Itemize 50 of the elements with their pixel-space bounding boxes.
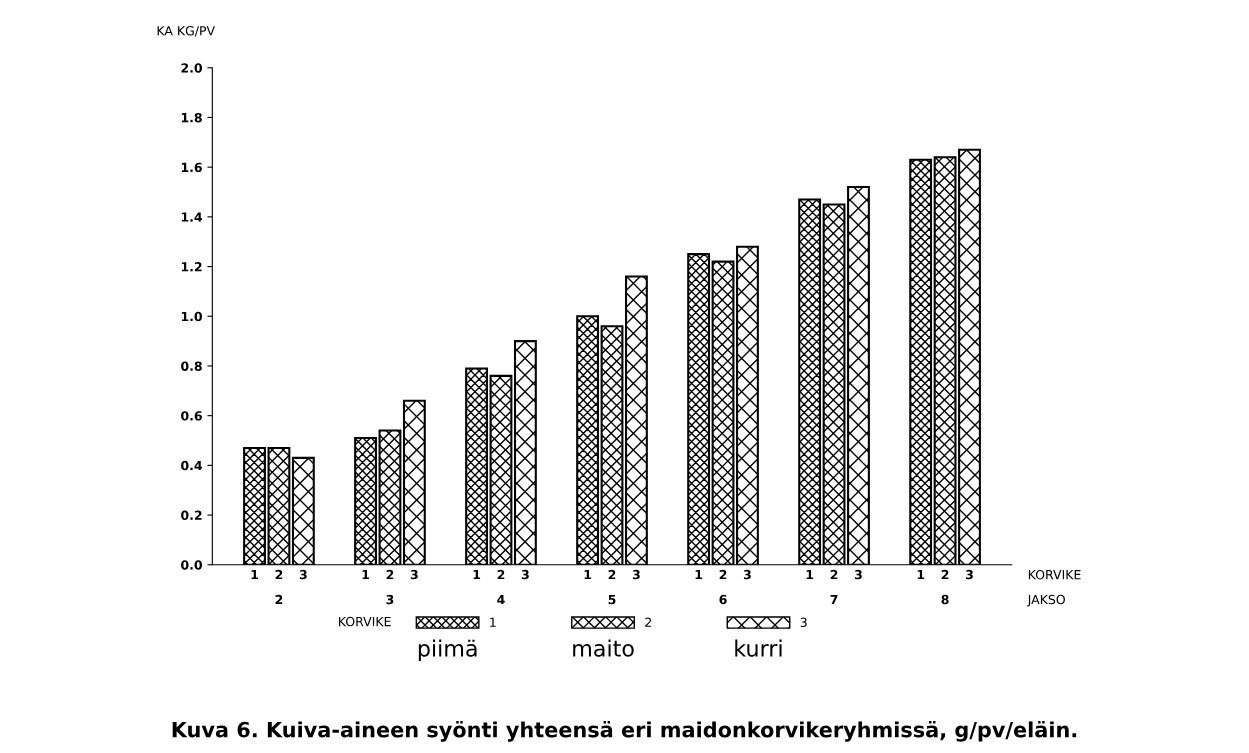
y-tick-label: 0.0 [181,560,203,570]
text: 2 [386,569,394,580]
text: maito [573,639,634,657]
legend-title: KORVIKE [339,616,391,627]
text: kurri [735,639,782,657]
text: Kuva 6. Kuiva-aineen syönti yhteensä eri maidonkorvikeryhmissä, g/pv/eläin. [172,721,1077,742]
text: 1 [473,570,481,580]
text: 1 [362,570,370,580]
x-tick-label: 6 [719,594,727,605]
category-label: 2 [275,569,283,580]
x-axis-title: JAKSO [1027,594,1065,607]
y-tick-label: 1.8 [181,112,202,123]
category-label: 3 [299,569,307,580]
category-label: 2 [830,569,838,580]
category-label: 3 [632,569,640,580]
y-axis-title: KA KG/PV [157,26,215,37]
y-tick-label: 1.0 [181,311,203,322]
y-tick-label: 1.6 [181,162,202,173]
x-tick-label: 8 [941,594,949,605]
category-label: 2 [719,569,727,580]
legend-label: 3 [800,617,807,628]
text: 1 [251,570,259,580]
category-label: 2 [497,569,505,580]
category-label: 3 [521,569,529,580]
legend-label: 2 [645,617,651,627]
y-tick-label: 0.2 [181,510,202,520]
text: piimä [418,639,477,662]
x-tick-label: 3 [386,594,394,605]
category-label: 2 [941,569,949,580]
y-tick-label: 0.6 [181,411,202,421]
category-label: 2 [608,569,616,580]
text: 3 [410,569,418,580]
text: KORVIKE [1028,569,1081,580]
category-label: 3 [965,569,973,580]
category-label: 3 [743,569,751,580]
x-tick-label: 7 [830,594,838,605]
text: 1 [806,570,814,580]
text: 1 [695,570,703,580]
legend-label: 1 [490,617,496,627]
text: 1 [584,570,592,580]
y-tick-label: 2.0 [181,63,203,73]
x-tick-label: 4 [497,594,505,605]
x-tick-label: 5 [608,594,616,605]
y-tick-label: 0.4 [181,460,203,471]
y-tick-label: 1.4 [181,212,203,222]
text: 1 [917,570,925,580]
category-label: 3 [854,569,862,580]
y-tick-label: 1.2 [181,262,202,272]
y-tick-label: 0.8 [181,361,202,371]
x-tick-label: 2 [275,594,283,605]
